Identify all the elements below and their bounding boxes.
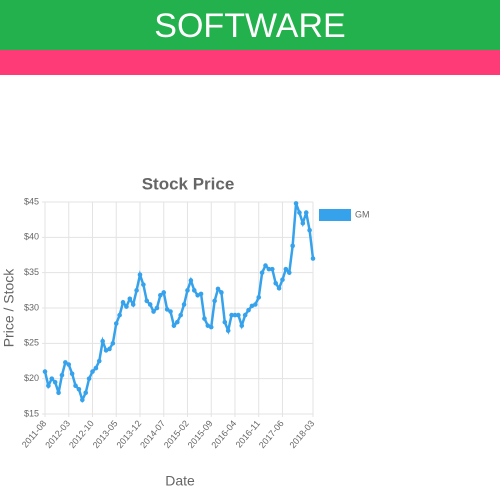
data-point: [191, 288, 197, 293]
y-tick-label: $45: [24, 196, 39, 206]
series-line: [43, 202, 315, 404]
data-point: [293, 201, 299, 206]
data-point: [263, 263, 268, 268]
y-tick-label: $30: [24, 302, 39, 312]
x-tick-label: 2016-04: [209, 418, 238, 450]
data-point: [236, 312, 241, 318]
data-point: [246, 307, 251, 313]
data-point: [273, 280, 278, 286]
data-point: [259, 270, 265, 275]
data-point: [225, 328, 231, 333]
data-point: [307, 227, 312, 233]
data-point: [256, 295, 262, 300]
legend-swatch: [319, 209, 351, 221]
data-point: [137, 272, 143, 278]
data-point: [286, 270, 292, 275]
data-point: [164, 307, 170, 312]
data-point: [69, 371, 75, 377]
data-point: [229, 312, 234, 318]
data-point: [266, 266, 272, 272]
data-point: [269, 266, 275, 272]
data-point: [222, 319, 228, 325]
data-point: [141, 282, 146, 287]
header-title: SOFTWARE: [154, 7, 345, 45]
data-point: [46, 383, 51, 389]
data-point: [110, 341, 116, 346]
data-point: [158, 292, 163, 298]
data-point: [49, 376, 55, 381]
data-point: [117, 312, 122, 318]
data-point: [124, 304, 129, 309]
data-point: [276, 285, 282, 291]
x-tick-label: 2017-06: [257, 418, 286, 450]
data-point: [212, 298, 217, 304]
data-point: [42, 369, 48, 374]
x-axis-label: Date: [165, 473, 195, 489]
y-tick-label: $40: [24, 232, 39, 242]
data-point: [168, 309, 173, 314]
data-point: [290, 243, 295, 249]
y-tick-label: $35: [24, 267, 39, 277]
accent-bar: [0, 50, 500, 75]
data-point: [144, 298, 150, 304]
data-point: [86, 376, 92, 381]
data-point: [283, 266, 289, 272]
data-point: [52, 379, 58, 385]
data-point: [219, 290, 224, 295]
data-point: [56, 390, 61, 396]
data-point: [202, 316, 207, 321]
data-point: [63, 360, 68, 365]
data-point: [96, 358, 102, 364]
data-point: [242, 312, 248, 318]
data-point: [232, 312, 238, 318]
data-point: [310, 256, 316, 261]
data-point: [151, 309, 156, 314]
data-point: [161, 290, 167, 295]
data-point: [239, 323, 245, 328]
data-point: [188, 278, 194, 283]
chart-title: Stock Price: [142, 174, 235, 193]
data-point: [171, 323, 177, 328]
data-point: [93, 365, 99, 371]
data-point: [73, 383, 78, 389]
data-point: [130, 302, 136, 307]
x-tick-label: 2018-03: [287, 418, 316, 450]
legend-label: GM: [355, 209, 370, 219]
data-point: [198, 291, 204, 297]
header-banner: [0, 0, 500, 50]
data-point: [215, 286, 221, 292]
data-point: [181, 302, 187, 307]
data-point: [280, 277, 285, 283]
data-point: [90, 369, 95, 374]
data-point: [83, 390, 89, 396]
data-point: [59, 372, 65, 378]
data-point: [154, 305, 160, 311]
data-point: [185, 288, 190, 293]
y-tick-label: $15: [24, 408, 39, 418]
data-point: [100, 338, 105, 344]
data-point: [300, 220, 306, 226]
data-point: [107, 346, 112, 352]
data-point: [127, 296, 133, 302]
data-point: [208, 324, 214, 330]
data-point: [303, 210, 309, 215]
data-point: [297, 210, 302, 215]
y-axis-label: Price / Stock: [1, 268, 17, 348]
data-point: [113, 321, 119, 326]
y-tick-label: $20: [24, 373, 39, 383]
data-point: [120, 300, 126, 305]
y-tick-label: $25: [24, 338, 39, 348]
data-point: [80, 397, 85, 403]
data-point: [134, 288, 139, 293]
data-point: [76, 386, 82, 392]
data-point: [147, 302, 153, 307]
data-point: [178, 312, 183, 318]
data-point: [66, 362, 72, 367]
data-point: [175, 319, 180, 325]
data-point: [253, 302, 258, 307]
